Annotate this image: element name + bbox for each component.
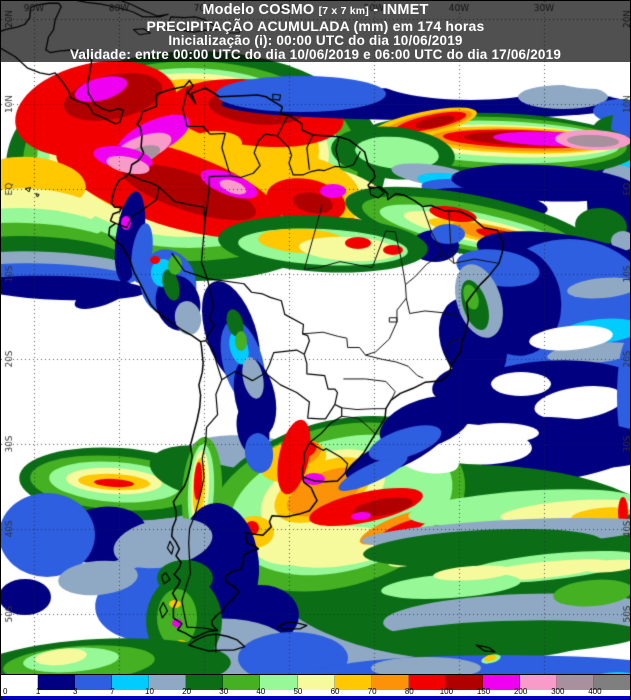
legend-swatch — [260, 675, 298, 690]
model-resolution: [7 x 7 km] — [318, 5, 370, 17]
model-name: Modelo COSMO — [202, 2, 315, 18]
legend-swatches — [1, 674, 630, 690]
legend-label: 1 — [35, 687, 41, 696]
legend-label: 20 — [182, 687, 192, 696]
legend-label: 10 — [145, 687, 154, 696]
legend-label: 400 — [588, 687, 602, 696]
legend-baseline-bar — [1, 696, 630, 699]
legend-label: 100 — [439, 687, 454, 696]
legend-label: 50 — [293, 687, 303, 696]
institution-name: - INMET — [373, 2, 429, 18]
legend-swatch — [408, 675, 446, 690]
legend-swatch — [297, 675, 335, 690]
legend-labels: 0 1 3 7 10 20 30 40 50 60 70 80 100 150 200 300 400 — [1, 687, 630, 696]
legend-swatch — [75, 675, 113, 690]
legend-swatch — [371, 675, 409, 690]
legend-label: 60 — [330, 687, 340, 696]
legend-swatch — [334, 675, 372, 690]
title-line-variable: PRECIPITAÇÃO ACUMULADA (mm) em 174 horas — [146, 17, 485, 34]
title-bar: Modelo COSMO [7 x 7 km] - INMET PRECIPIT… — [1, 1, 630, 62]
legend-swatch — [223, 675, 261, 690]
legend-swatch — [519, 675, 557, 690]
legend-label: 30 — [219, 687, 229, 696]
legend-label: 3 — [73, 687, 78, 696]
legend-swatch — [112, 675, 150, 690]
legend-swatch — [1, 675, 39, 690]
legend-label: 150 — [476, 687, 491, 696]
legend-swatch — [149, 675, 187, 690]
legend-swatch — [556, 675, 594, 690]
legend-label: 300 — [551, 687, 565, 696]
title-line-model: Modelo COSMO [7 x 7 km] - INMET — [1, 1, 630, 18]
legend-swatch — [482, 675, 520, 690]
legend-label: 0 — [3, 687, 8, 696]
title-line-initialization: Inicialização (i): 00:00 UTC do dia 10/0… — [168, 32, 463, 48]
legend-swatch — [594, 675, 630, 690]
legend-label: 200 — [513, 687, 528, 696]
legend-label: 80 — [404, 687, 414, 696]
title-line-validity: Validade: entre 00:00 UTC do dia 10/06/2… — [69, 47, 562, 62]
legend-swatch — [445, 675, 483, 690]
legend-label: 40 — [256, 687, 266, 696]
legend-swatch — [38, 675, 76, 690]
legend-label: 70 — [367, 687, 377, 696]
precipitation-color-scale: 0 1 3 7 10 20 30 40 50 60 70 80 100 150 200 300 400 — [1, 674, 630, 699]
legend-swatch — [186, 675, 224, 690]
legend-label: 7 — [110, 687, 115, 696]
